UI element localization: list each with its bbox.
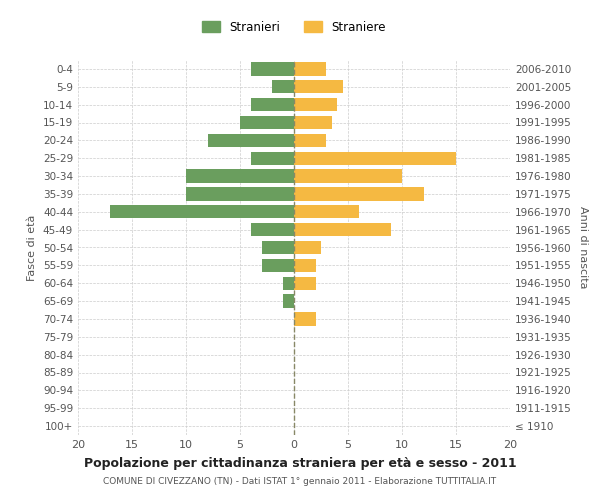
Bar	[251, 98, 294, 112]
Bar	[272, 80, 294, 94]
Bar	[283, 294, 294, 308]
Bar	[294, 187, 424, 200]
Bar	[186, 170, 294, 183]
Bar	[294, 152, 456, 165]
Bar	[294, 205, 359, 218]
Bar	[294, 312, 316, 326]
Bar	[294, 170, 402, 183]
Bar	[294, 258, 316, 272]
Bar	[262, 241, 294, 254]
Bar	[240, 116, 294, 129]
Y-axis label: Fasce di età: Fasce di età	[28, 214, 37, 280]
Bar	[294, 116, 332, 129]
Legend: Stranieri, Straniere: Stranieri, Straniere	[199, 17, 389, 37]
Bar	[208, 134, 294, 147]
Bar	[251, 152, 294, 165]
Bar	[294, 80, 343, 94]
Text: COMUNE DI CIVEZZANO (TN) - Dati ISTAT 1° gennaio 2011 - Elaborazione TUTTITALIA.: COMUNE DI CIVEZZANO (TN) - Dati ISTAT 1°…	[103, 478, 497, 486]
Bar	[251, 223, 294, 236]
Bar	[251, 62, 294, 76]
Bar	[294, 223, 391, 236]
Bar	[262, 258, 294, 272]
Bar	[294, 276, 316, 290]
Bar	[294, 62, 326, 76]
Y-axis label: Anni di nascita: Anni di nascita	[578, 206, 588, 289]
Bar	[186, 187, 294, 200]
Bar	[294, 134, 326, 147]
Text: Popolazione per cittadinanza straniera per età e sesso - 2011: Popolazione per cittadinanza straniera p…	[83, 458, 517, 470]
Bar	[294, 98, 337, 112]
Bar	[110, 205, 294, 218]
Bar	[283, 276, 294, 290]
Bar	[294, 241, 321, 254]
